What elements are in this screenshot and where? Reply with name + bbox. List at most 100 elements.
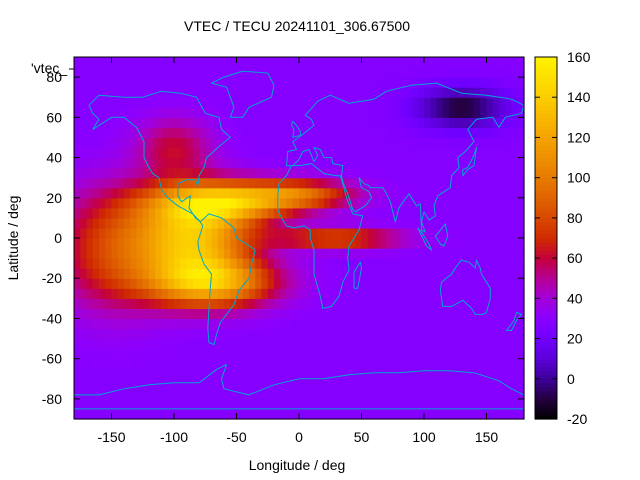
heatmap-cell [299,308,306,320]
heatmap-cell [411,288,419,299]
heatmap-cell [505,157,513,169]
heatmap-cell [449,67,456,78]
heatmap-cell [424,57,431,68]
heatmap-cell [249,258,256,269]
heatmap-cell [392,77,400,88]
heatmap-cell [492,278,500,289]
heatmap-cell [474,298,481,309]
heatmap-cell [517,288,525,299]
heatmap-cell [261,167,269,179]
heatmap-cell [274,187,281,199]
heatmap-cell [86,288,94,299]
heatmap-cell [405,127,413,139]
heatmap-cell [255,348,263,360]
heatmap-cell [417,328,425,340]
heatmap-cell [105,177,113,189]
colorbar-tick-label: 100 [567,170,591,186]
heatmap-cell [136,268,144,279]
heatmap-cell [480,227,488,239]
heatmap-cell [142,147,150,159]
heatmap-cell [261,388,269,400]
heatmap-cell [380,248,388,259]
heatmap-cell [492,318,500,330]
heatmap-cell [430,238,438,249]
heatmap-cell [305,137,313,149]
heatmap-cell [274,207,281,219]
heatmap-cell [192,398,200,410]
heatmap-cell [86,248,94,259]
heatmap-cell [517,167,525,179]
heatmap-cell [486,177,494,189]
heatmap-cell [511,368,519,380]
heatmap-cell [349,408,356,420]
heatmap-cell [380,57,388,68]
colorbar-segment [535,101,557,106]
heatmap-cell [474,318,481,330]
heatmap-cell [217,187,225,199]
heatmap-cell [99,127,106,139]
heatmap-cell [155,368,163,380]
heatmap-cell [305,328,313,340]
heatmap-cell [336,217,344,229]
heatmap-cell [167,338,175,350]
heatmap-cell [461,217,469,229]
heatmap-cell [261,328,269,340]
heatmap-cell [142,207,150,219]
heatmap-cell [430,328,438,340]
heatmap-cell [430,338,438,350]
heatmap-cell [442,238,450,249]
heatmap-cell [324,338,331,350]
heatmap-cell [249,368,256,380]
heatmap-cell [267,378,275,390]
heatmap-cell [261,318,269,330]
heatmap-cell [336,358,344,370]
heatmap-cell [92,87,100,98]
heatmap-cell [449,197,456,209]
heatmap-cell [411,177,419,189]
heatmap-cell [380,207,388,219]
heatmap-cell [517,97,525,108]
heatmap-cell [405,67,413,78]
heatmap-cell [430,97,438,108]
heatmap-cell [367,368,375,380]
heatmap-cell [417,107,425,118]
colorbar-segment [535,394,557,400]
heatmap-cell [436,338,444,350]
heatmap-cell [436,167,444,179]
heatmap-cell [105,137,113,149]
heatmap-cell [180,57,188,68]
heatmap-cell [142,227,150,239]
heatmap-cell [474,77,481,88]
heatmap-cell [155,248,163,259]
heatmap-cell [330,388,338,400]
heatmap-cell [424,408,431,420]
heatmap-cell [511,378,519,390]
heatmap-cell [192,268,200,279]
heatmap-cell [199,67,206,78]
heatmap-cell [149,137,156,149]
heatmap-cell [424,368,431,380]
colorbar-segment [535,137,557,143]
colorbar-segment [535,266,557,271]
heatmap-cell [192,288,200,299]
heatmap-cell [149,398,156,410]
heatmap-cell [230,227,238,239]
heatmap-cell [174,258,181,269]
heatmap-cell [436,308,444,320]
heatmap-cell [405,157,413,169]
heatmap-cell [511,308,519,320]
heatmap-cell [324,258,331,269]
heatmap-cell [211,308,219,320]
heatmap-cell [399,268,406,279]
heatmap-cell [305,378,313,390]
heatmap-cell [249,248,256,259]
heatmap-cell [236,87,244,98]
heatmap-cell [167,308,175,320]
heatmap-cell [367,137,375,149]
heatmap-cell [167,207,175,219]
heatmap-cell [517,318,525,330]
heatmap-cell [142,117,150,128]
heatmap-cell [186,348,194,360]
heatmap-cell [386,298,394,309]
heatmap-cell [74,117,81,128]
